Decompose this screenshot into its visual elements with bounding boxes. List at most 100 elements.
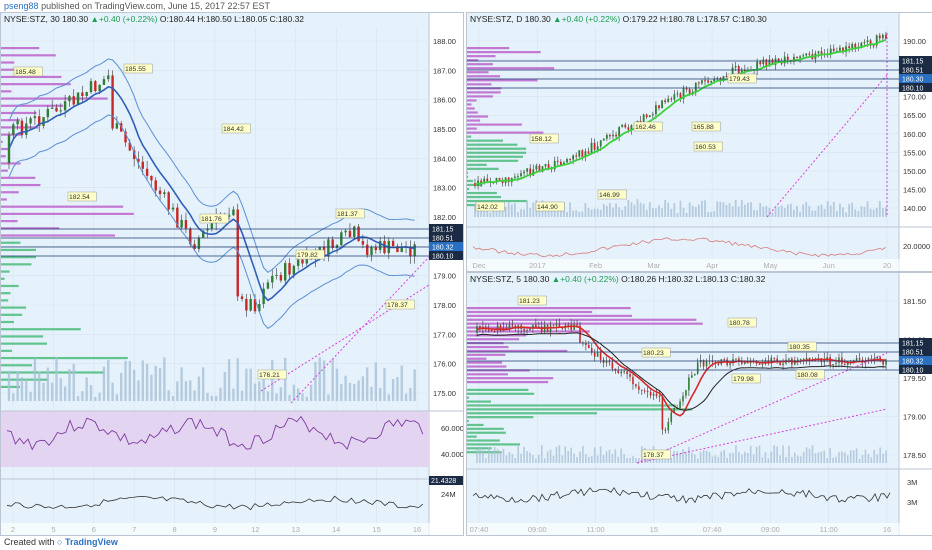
volume-bar [505,455,508,463]
candle-body [184,219,188,229]
candle-body [76,92,80,105]
price-annotation: 181.23 [519,298,540,305]
chart-left-canvas[interactable]: 188.00 187.00 186.00 185.00 184.00 183.00 182.… [1,13,463,535]
candle-body [842,47,844,53]
volume-bar [720,451,723,463]
chart-top-right-canvas[interactable]: 190.00185.00175.00170.00165.00160.00155.… [467,13,932,271]
candle-body [707,80,709,83]
price-tag: 181.15 [432,227,454,234]
candle-body [520,173,522,177]
candle-body [535,165,538,170]
volume-bar [723,449,725,463]
chart-bottom-right-canvas[interactable]: 181.50181.00179.50179.00178.5007:4009:00… [467,273,932,535]
candle-body [719,78,722,81]
volume-bar [655,208,657,217]
candle-body [490,330,493,332]
volume-bar [626,457,628,463]
price-annotation-box [257,369,287,380]
chart-panel-top-right[interactable]: 190.00185.00175.00170.00165.00160.00155.… [466,12,932,272]
volume-bar [89,385,93,401]
rsi-line [6,415,424,451]
volume-profile-bar [467,59,479,62]
volume-bar [848,203,851,217]
candle-body [652,393,655,396]
candle-body [854,43,857,48]
volume-bar [774,208,777,217]
volume-bar [579,451,581,463]
volume-bar [811,210,814,217]
volume-bar [875,207,878,217]
candle-body [499,325,502,332]
candle-body [743,69,746,72]
volume-bar [383,367,386,401]
candle-body [549,325,552,332]
candle-body [176,207,179,228]
username-link[interactable]: pseng88 [4,1,39,11]
volume-bar [820,204,823,217]
volume-profile-bar [1,378,49,381]
volume-bar [783,208,786,217]
volume-bar [370,386,373,401]
price-annotation-box [597,189,627,200]
volume-bar [746,453,749,463]
price-annotation-box [727,73,757,84]
price-tick-label: 150.00 [903,167,926,176]
volume-bar [107,359,110,401]
volume-bar [633,204,636,217]
volume-bar [642,203,645,217]
candle-body [50,107,54,109]
price-tag-bg [899,56,932,65]
price-tag-bg [899,365,932,374]
candle-body [474,183,476,186]
price-tag: 180.10 [432,254,454,261]
candle-body [301,259,304,264]
volume-bar [864,449,867,463]
volume-bar [620,448,622,463]
volume-bar [755,446,758,463]
candle-body [513,176,516,178]
chart-panel-left[interactable]: 188.00 187.00 186.00 185.00 184.00 183.00 182.… [0,12,464,536]
volume-bar [777,206,780,217]
volume-bar [546,451,549,463]
volume-bar [520,453,522,463]
volume-bar [480,209,483,217]
candle-body [150,175,153,181]
volume-bar [266,391,270,401]
volume-bar [749,445,752,463]
candle-body [885,34,887,39]
volume-profile-bar [1,385,20,388]
candle-body [335,245,339,249]
candle-body [768,59,771,66]
volume-profile-bar [1,220,18,223]
volume-bar [111,382,114,401]
volume-profile-bar [467,71,489,74]
candle-body [829,48,832,55]
price-annotation: 179.98 [733,376,754,383]
volume-bar [396,377,399,401]
volume-bar [508,452,511,463]
volume-profile-bar [1,90,12,93]
volume-bar [59,378,62,401]
volume-bar [670,457,673,463]
volume-bar [115,394,119,401]
candle-body [120,123,123,132]
volume-bar [808,448,811,463]
brand-name[interactable]: TradingView [65,537,118,547]
volume-profile-bar [467,365,507,368]
candle-body [529,327,531,330]
volume-profile-bar [1,234,115,237]
volume-bar [685,212,688,217]
candle-body [710,81,713,83]
candle-body [413,244,416,257]
candle-body [137,159,140,162]
volume-bar [296,388,300,401]
candle-body [693,373,696,376]
ohlc-values: O:180.44 H:180.50 L:180.05 C:180.32 [159,14,305,24]
volume-bar [98,392,101,401]
candle-body [626,371,628,375]
rsi-tick-label: 40.0000 [441,450,463,459]
volume-bar [725,204,728,217]
volume-bar [773,445,776,463]
chart-panel-bottom-right[interactable]: 181.50181.00179.50179.00178.5007:4009:00… [466,272,932,536]
volume-bar [514,457,517,463]
